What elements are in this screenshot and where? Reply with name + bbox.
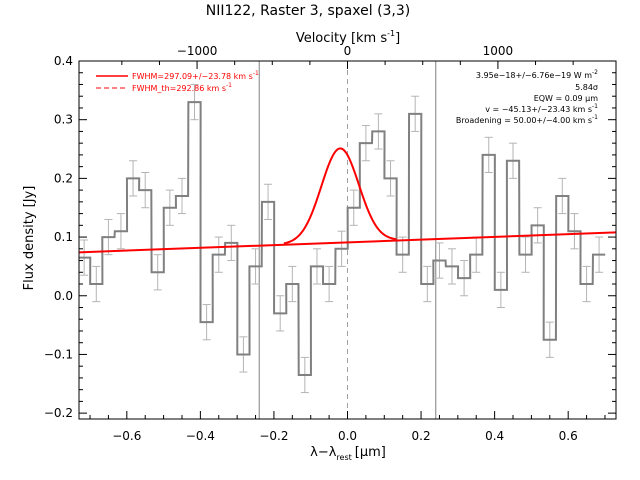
plot-area: −0.6 −0.4 −0.2 0.0 0.2 0.4 0.6 −0.2 −0.1 0.0 0.1 0.… [44, 44, 617, 443]
legend-label-fwhm: FWHM=297.09+/−23.78 km s-1 [132, 70, 259, 81]
x-axis-label: λ−λrest [μm] [310, 445, 386, 462]
x-axis-label-sub: rest [336, 453, 351, 462]
annotation-velocity-text: v = −45.13+/−23.43 km s [485, 105, 592, 114]
top-tick-label-1: 0 [344, 44, 352, 58]
y-tick-label-3: 0.1 [54, 230, 73, 244]
x-tick-label-6: 0.6 [559, 429, 578, 443]
annotation-flux-text: 3.95e−18+/−6.76e−19 W m [476, 71, 592, 80]
top-tick-label-2: 1000 [483, 44, 514, 58]
annotation-significance: 5.84σ [575, 83, 598, 92]
legend-label-fwhm-th-sup: -1 [226, 82, 232, 89]
x-tick-label-2: −0.2 [259, 429, 288, 443]
y-tick-label-1: −0.1 [44, 347, 73, 361]
y-tick-label-4: 0.2 [54, 171, 73, 185]
x-tick-label-0: −0.6 [112, 429, 141, 443]
top-axis-label-main: Velocity [km s [296, 31, 388, 46]
x-tick-label-5: 0.4 [485, 429, 504, 443]
legend-label-fwhm-th-text: FWHM_th=292.86 km s [132, 84, 226, 93]
fit-annotations: 3.95e−18+/−6.76e−19 W m-2 5.84σ EQW = 0.… [456, 69, 598, 125]
x-axis-label-unit: [μm] [355, 445, 386, 460]
x-tick-label-4: 0.2 [412, 429, 431, 443]
annotation-broadening: Broadening = 50.00+/−4.00 km s-1 [456, 114, 598, 125]
annotation-velocity-sup: -1 [592, 103, 598, 110]
continuum-fit-line [78, 231, 617, 254]
top-axis-label: Velocity [km s-1] [296, 29, 400, 46]
y-tick-label-5: 0.3 [54, 113, 73, 127]
x-tick-label-1: −0.4 [186, 429, 215, 443]
spectrum-step-series [79, 101, 606, 376]
top-axis-label-end: ] [395, 31, 400, 46]
x-tick-label-3: 0.0 [338, 429, 357, 443]
annotation-flux: 3.95e−18+/−6.76e−19 W m-2 [476, 69, 598, 80]
top-axis-label-sup: -1 [387, 29, 395, 38]
legend-label-fwhm-th: FWHM_th=292.86 km s-1 [132, 82, 232, 93]
annotation-velocity: v = −45.13+/−23.43 km s-1 [485, 103, 598, 114]
y-tick-label-2: 0.0 [54, 289, 73, 303]
chart-title: NII122, Raster 3, spaxel (3,3) [206, 3, 411, 19]
gaussian-fit-curve [283, 147, 397, 245]
y-axis-label: Flux density [Jy] [22, 186, 37, 291]
legend-label-fwhm-text: FWHM=297.09+/−23.78 km s [132, 72, 253, 81]
top-tick-label-0: −1000 [177, 44, 218, 58]
annotation-flux-sup: -2 [592, 69, 598, 76]
x-axis-label-main: λ−λ [310, 445, 337, 460]
y-tick-label-0: −0.2 [44, 406, 73, 420]
annotation-eqw: EQW = 0.09 μm [534, 94, 598, 103]
y-tick-label-6: 0.4 [54, 54, 73, 68]
legend-label-fwhm-sup: -1 [253, 70, 259, 77]
legend: FWHM=297.09+/−23.78 km s-1 FWHM_th=292.8… [96, 70, 259, 93]
annotation-broadening-sup: -1 [592, 114, 598, 121]
annotation-broadening-text: Broadening = 50.00+/−4.00 km s [456, 116, 592, 125]
